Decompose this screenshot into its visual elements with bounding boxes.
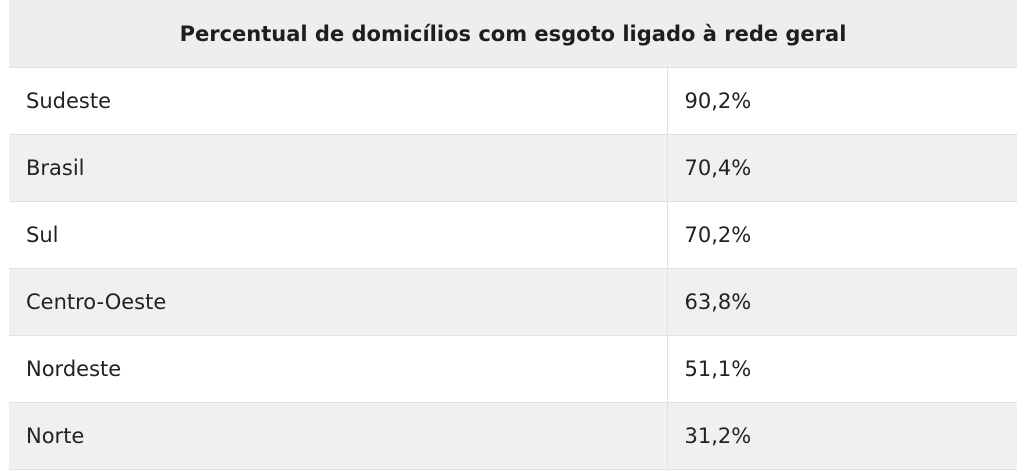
sewage-table: Percentual de domicílios com esgoto liga…: [9, 0, 1018, 470]
table-row: Nordeste 51,1%: [9, 335, 1018, 403]
value-cell: 70,2%: [667, 201, 1018, 269]
value-cell: 90,2%: [667, 67, 1018, 135]
region-cell: Sudeste: [9, 67, 668, 135]
value-cell: 31,2%: [667, 402, 1018, 470]
table-row: Sudeste 90,2%: [9, 67, 1018, 135]
table-title: Percentual de domicílios com esgoto liga…: [9, 0, 1018, 68]
region-cell: Centro-Oeste: [9, 268, 668, 336]
table-row: Norte 31,2%: [9, 402, 1018, 470]
region-cell: Brasil: [9, 134, 668, 202]
region-cell: Nordeste: [9, 335, 668, 403]
table-row: Sul 70,2%: [9, 201, 1018, 269]
region-cell: Sul: [9, 201, 668, 269]
table-header-row: Percentual de domicílios com esgoto liga…: [9, 0, 1018, 68]
table-row: Centro-Oeste 63,8%: [9, 268, 1018, 336]
table-row: Brasil 70,4%: [9, 134, 1018, 202]
data-table-container: Percentual de domicílios com esgoto liga…: [9, 0, 1018, 470]
value-cell: 51,1%: [667, 335, 1018, 403]
value-cell: 63,8%: [667, 268, 1018, 336]
value-cell: 70,4%: [667, 134, 1018, 202]
region-cell: Norte: [9, 402, 668, 470]
